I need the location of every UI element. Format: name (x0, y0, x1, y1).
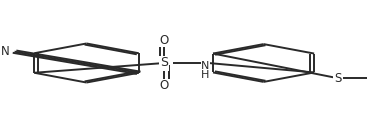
Text: N
H: N H (201, 61, 209, 80)
Text: O: O (160, 79, 169, 92)
Text: N: N (0, 45, 9, 58)
Text: S: S (160, 56, 168, 70)
Text: S: S (334, 72, 341, 85)
Text: O: O (160, 34, 169, 47)
